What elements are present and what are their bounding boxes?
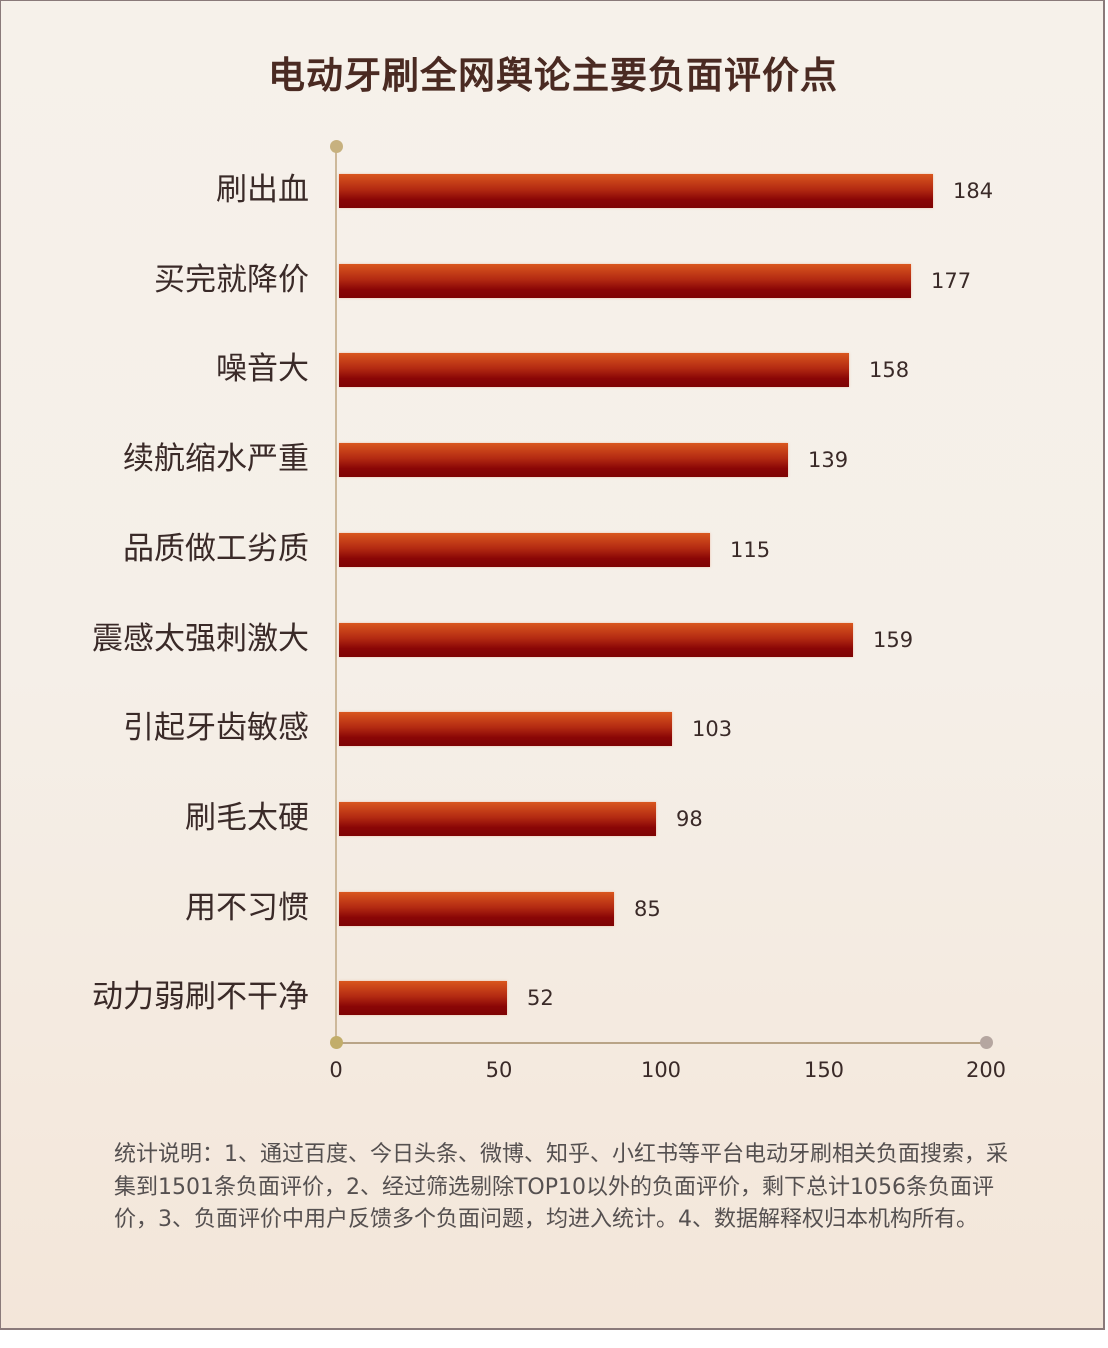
category-label: 用不习惯	[185, 890, 309, 926]
value-label: 103	[692, 717, 733, 741]
bar	[339, 174, 933, 208]
value-label: 177	[931, 269, 972, 293]
bar	[339, 712, 672, 746]
category-label: 动力弱刷不干净	[92, 979, 309, 1015]
bar	[339, 264, 911, 298]
x-axis-line	[337, 1042, 987, 1044]
category-label: 噪音大	[216, 351, 309, 387]
bar	[339, 443, 788, 477]
value-label: 115	[730, 538, 771, 562]
chart-title: 电动牙刷全网舆论主要负面评价点	[268, 54, 838, 97]
value-label: 85	[634, 897, 661, 921]
origin-dot	[330, 1036, 343, 1049]
category-label: 买完就降价	[154, 262, 309, 298]
x-tick: 200	[965, 1058, 1007, 1082]
y-axis-end-dot	[330, 140, 343, 153]
category-label: 品质做工劣质	[123, 531, 309, 567]
x-axis-end-dot	[980, 1036, 993, 1049]
bar	[339, 533, 710, 567]
value-label: 98	[676, 807, 703, 831]
bar	[339, 892, 614, 926]
category-label: 刷出血	[216, 172, 309, 208]
bar	[339, 623, 853, 657]
x-tick: 150	[803, 1058, 845, 1082]
bar	[339, 802, 656, 836]
x-tick: 100	[640, 1058, 682, 1082]
bar	[339, 981, 507, 1015]
value-label: 52	[527, 986, 554, 1010]
value-label: 158	[869, 358, 910, 382]
x-tick: 50	[485, 1058, 513, 1082]
value-label: 139	[808, 448, 849, 472]
value-label: 184	[953, 179, 994, 203]
value-label: 159	[873, 628, 914, 652]
x-tick: 0	[329, 1058, 343, 1082]
bar	[339, 353, 849, 387]
y-axis-line	[335, 147, 337, 1043]
category-label: 震感太强刺激大	[92, 621, 309, 657]
category-label: 刷毛太硬	[185, 800, 309, 836]
statistics-note: 统计说明：1、通过百度、今日头条、微博、知乎、小红书等平台电动牙刷相关负面搜索，…	[114, 1142, 1009, 1232]
category-label: 续航缩水严重	[123, 441, 309, 477]
category-label: 引起牙齿敏感	[123, 710, 309, 746]
